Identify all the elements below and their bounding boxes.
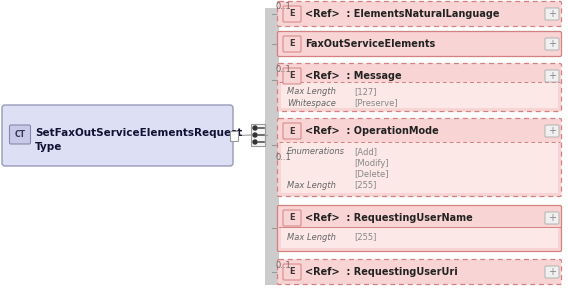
- Text: +: +: [548, 126, 556, 136]
- FancyBboxPatch shape: [283, 68, 301, 84]
- FancyBboxPatch shape: [283, 6, 301, 22]
- Text: 0..1: 0..1: [275, 261, 291, 270]
- Text: +: +: [548, 9, 556, 19]
- FancyBboxPatch shape: [278, 31, 562, 56]
- FancyBboxPatch shape: [278, 260, 562, 285]
- Text: E: E: [289, 72, 295, 80]
- Text: E: E: [289, 10, 295, 18]
- Text: Enumerations: Enumerations: [287, 148, 345, 157]
- Text: <Ref>  : Message: <Ref> : Message: [305, 71, 402, 81]
- FancyBboxPatch shape: [283, 210, 301, 226]
- Text: 0..1: 0..1: [275, 153, 291, 162]
- Text: [255]: [255]: [354, 181, 377, 189]
- FancyBboxPatch shape: [278, 1, 562, 26]
- Text: E: E: [289, 268, 295, 277]
- Text: Max Length: Max Length: [287, 88, 336, 97]
- FancyBboxPatch shape: [545, 212, 559, 224]
- Text: +: +: [548, 39, 556, 49]
- Bar: [281, 227, 558, 248]
- FancyBboxPatch shape: [545, 266, 559, 278]
- Text: CT: CT: [15, 130, 26, 139]
- Text: <Ref>  : RequestingUserUri: <Ref> : RequestingUserUri: [305, 267, 458, 277]
- Bar: [281, 82, 558, 108]
- Text: E: E: [289, 214, 295, 222]
- FancyBboxPatch shape: [545, 70, 559, 82]
- Circle shape: [253, 140, 257, 144]
- FancyBboxPatch shape: [278, 64, 562, 111]
- Text: E: E: [289, 127, 295, 135]
- Text: +: +: [548, 267, 556, 277]
- FancyBboxPatch shape: [283, 264, 301, 280]
- FancyBboxPatch shape: [10, 125, 31, 144]
- FancyBboxPatch shape: [545, 8, 559, 20]
- Text: [Delete]: [Delete]: [354, 170, 389, 178]
- Text: E: E: [289, 40, 295, 48]
- Text: [127]: [127]: [354, 88, 377, 97]
- Text: Type: Type: [35, 143, 62, 152]
- Text: [Modify]: [Modify]: [354, 159, 389, 168]
- Text: [255]: [255]: [354, 233, 377, 241]
- FancyBboxPatch shape: [545, 125, 559, 137]
- Text: 0..1: 0..1: [275, 65, 291, 74]
- FancyBboxPatch shape: [283, 123, 301, 139]
- Text: <Ref>  : RequestingUserName: <Ref> : RequestingUserName: [305, 213, 473, 223]
- Text: FaxOutServiceElements: FaxOutServiceElements: [305, 39, 435, 49]
- Text: Max Length: Max Length: [287, 233, 336, 241]
- Text: 0..1: 0..1: [275, 2, 291, 11]
- Text: Max Length: Max Length: [287, 181, 336, 189]
- Bar: [267, 8, 277, 285]
- Text: [Preserve]: [Preserve]: [354, 99, 398, 108]
- Bar: [251, 124, 265, 146]
- FancyBboxPatch shape: [545, 38, 559, 50]
- Text: +: +: [548, 71, 556, 81]
- Text: <Ref>  : OperationMode: <Ref> : OperationMode: [305, 126, 438, 136]
- FancyBboxPatch shape: [278, 206, 562, 252]
- Text: +: +: [548, 213, 556, 223]
- Text: SetFaxOutServiceElementsRequest: SetFaxOutServiceElementsRequest: [35, 129, 242, 138]
- Text: <Ref>  : ElementsNaturalLanguage: <Ref> : ElementsNaturalLanguage: [305, 9, 499, 19]
- Bar: [230, 130, 238, 140]
- FancyBboxPatch shape: [283, 36, 301, 52]
- FancyBboxPatch shape: [278, 119, 562, 197]
- FancyBboxPatch shape: [2, 105, 233, 166]
- Bar: [281, 142, 558, 193]
- Text: [Add]: [Add]: [354, 148, 377, 157]
- Circle shape: [253, 126, 257, 130]
- Circle shape: [253, 133, 257, 137]
- Text: Whitespace: Whitespace: [287, 99, 336, 108]
